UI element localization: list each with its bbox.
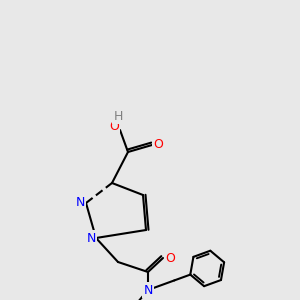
Text: O: O (165, 251, 175, 265)
Text: O: O (153, 139, 163, 152)
Text: N: N (75, 196, 85, 209)
Text: H: H (113, 110, 123, 122)
Text: N: N (143, 284, 153, 296)
Text: N: N (86, 232, 96, 244)
Text: O: O (109, 121, 119, 134)
